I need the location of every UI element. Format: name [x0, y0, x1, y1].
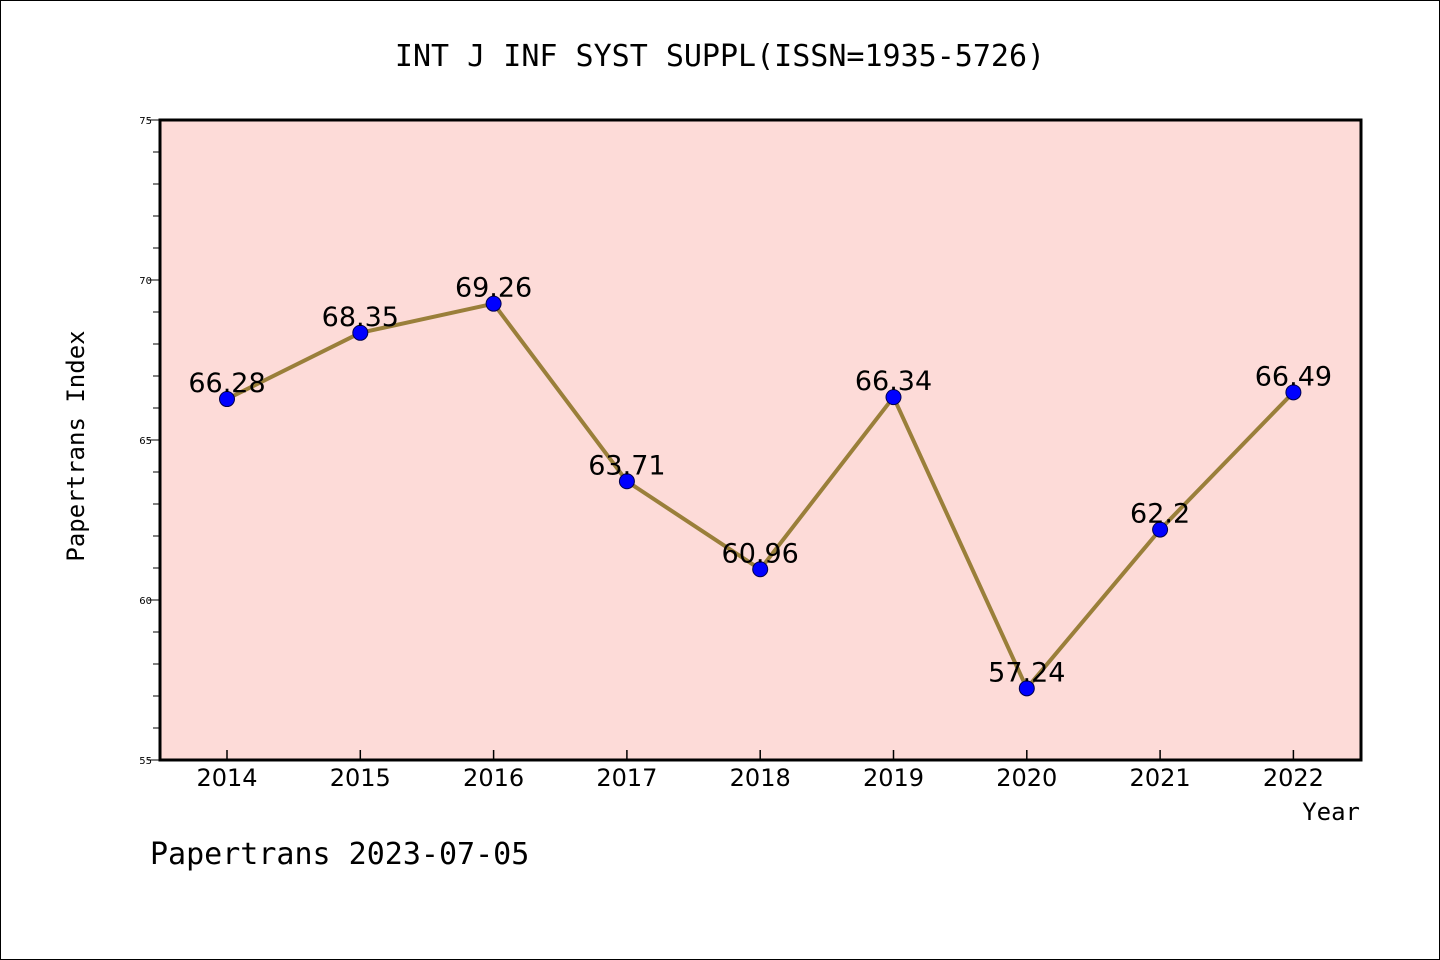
data-label: 60.96 — [722, 538, 799, 569]
x-tick-label: 2020 — [996, 764, 1057, 792]
x-tick-label: 2014 — [196, 764, 257, 792]
data-point — [485, 295, 502, 312]
data-point — [885, 389, 902, 406]
y-tick-label: 65 — [139, 436, 152, 447]
data-point — [219, 391, 235, 408]
y-axis-label: Papertrans Index — [62, 330, 90, 561]
x-tick-label: 2021 — [1130, 764, 1191, 792]
y-tick-label: 75 — [139, 116, 152, 127]
x-tick-labels: 2014 2015 2016 2017 2018 2019 2020 2021 2022 — [196, 764, 1323, 792]
data-label: 66.49 — [1255, 361, 1332, 392]
x-axis — [226, 750, 1295, 760]
footer-text: Papertrans 2023-07-05 — [150, 837, 529, 872]
data-label: 69.26 — [455, 273, 532, 304]
chart-title: INT J INF SYST SUPPL(ISSN=1935-5726) — [395, 39, 1045, 74]
y-tick-label: 70 — [139, 276, 152, 287]
data-label: 63.71 — [588, 450, 665, 481]
x-tick-label: 2016 — [463, 764, 524, 792]
x-tick-label: 2018 — [730, 764, 791, 792]
data-markers — [219, 295, 1302, 697]
data-point — [1285, 384, 1302, 401]
x-axis-label: Year — [1302, 798, 1360, 826]
data-label: 57.24 — [988, 657, 1065, 688]
data-point — [618, 473, 635, 490]
x-tick-label: 2019 — [863, 764, 924, 792]
data-labels: 66.28 68.35 69.26 63.71 60.96 66.34 57.24 62.2 6… — [188, 273, 1332, 689]
data-label: 66.34 — [855, 366, 932, 397]
y-tick-label: 60 — [139, 596, 152, 607]
y-axis — [148, 119, 160, 761]
x-tick-label: 2017 — [596, 764, 657, 792]
data-point — [1018, 680, 1035, 697]
data-point — [1152, 521, 1169, 538]
y-tick-labels: 55 60 65 70 75 — [139, 116, 152, 767]
data-label: 66.28 — [188, 368, 265, 399]
y-tick-label: 55 — [139, 756, 152, 767]
data-point — [352, 324, 369, 341]
data-label: 68.35 — [322, 302, 399, 333]
x-tick-label: 2022 — [1263, 764, 1324, 792]
plot-area — [158, 118, 1363, 762]
x-tick-label: 2015 — [330, 764, 391, 792]
data-label: 62.2 — [1130, 499, 1190, 530]
data-point — [752, 561, 769, 578]
